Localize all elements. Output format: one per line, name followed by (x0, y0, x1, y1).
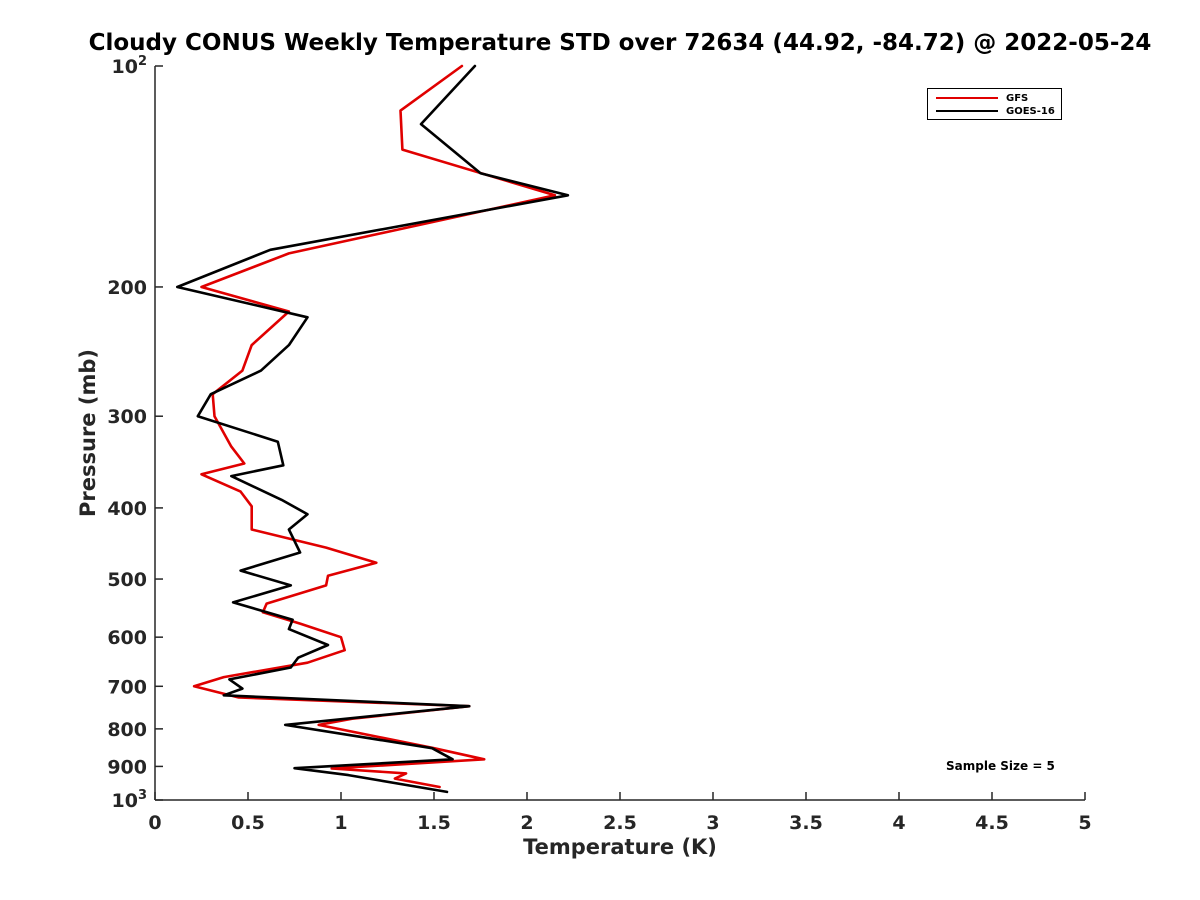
legend-label-goes16: GOES-16 (1006, 105, 1055, 117)
x-tick-label: 2 (520, 812, 533, 834)
x-tick-label: 5 (1078, 812, 1091, 834)
series-lines (176, 64, 570, 794)
x-tick-label: 1 (334, 812, 347, 834)
x-tick-label: 1.5 (417, 812, 451, 834)
legend-swatch-goes16 (936, 110, 998, 112)
x-tick-label: 2.5 (603, 812, 637, 834)
x-tick-label: 3 (706, 812, 719, 834)
axes (154, 65, 1086, 801)
x-axis-label: Temperature (K) (523, 835, 717, 859)
y-tick-label: 700 (107, 676, 147, 698)
x-tick-label: 0 (148, 812, 161, 834)
y-tick-label: 400 (107, 498, 147, 520)
y-tick-label: 102 (112, 54, 148, 78)
y-tick-label: 900 (107, 756, 147, 778)
y-tick-label: 300 (107, 406, 147, 428)
legend-item-goes16: GOES-16 (936, 105, 1055, 117)
legend-swatch-gfs (936, 97, 998, 99)
legend-label-gfs: GFS (1006, 92, 1029, 104)
legend-item-gfs: GFS (936, 92, 1028, 104)
series-line-goes-16 (176, 64, 570, 794)
y-tick-label: 500 (107, 569, 147, 591)
series-line-gfs (192, 64, 557, 789)
y-tick-label: 800 (107, 719, 147, 741)
chart-title: Cloudy CONUS Weekly Temperature STD over… (88, 30, 1152, 56)
x-tick-label: 0.5 (231, 812, 265, 834)
sample-size-annotation: Sample Size = 5 (946, 759, 1055, 773)
y-tick-label: 103 (112, 788, 148, 812)
x-tick-label: 4.5 (975, 812, 1009, 834)
x-tick-label: 3.5 (789, 812, 823, 834)
x-tick-label: 4 (892, 812, 905, 834)
y-tick-label: 200 (107, 277, 147, 299)
tick-labels: 0 0.5 1 1.5 2 2.5 3 3.5 4 4.5 5 102 200 300 400 500 600 7… (107, 54, 1091, 834)
y-axis-label: Pressure (mb) (76, 349, 100, 517)
legend: GFS GOES-16 (927, 88, 1062, 120)
y-tick-label: 600 (107, 627, 147, 649)
